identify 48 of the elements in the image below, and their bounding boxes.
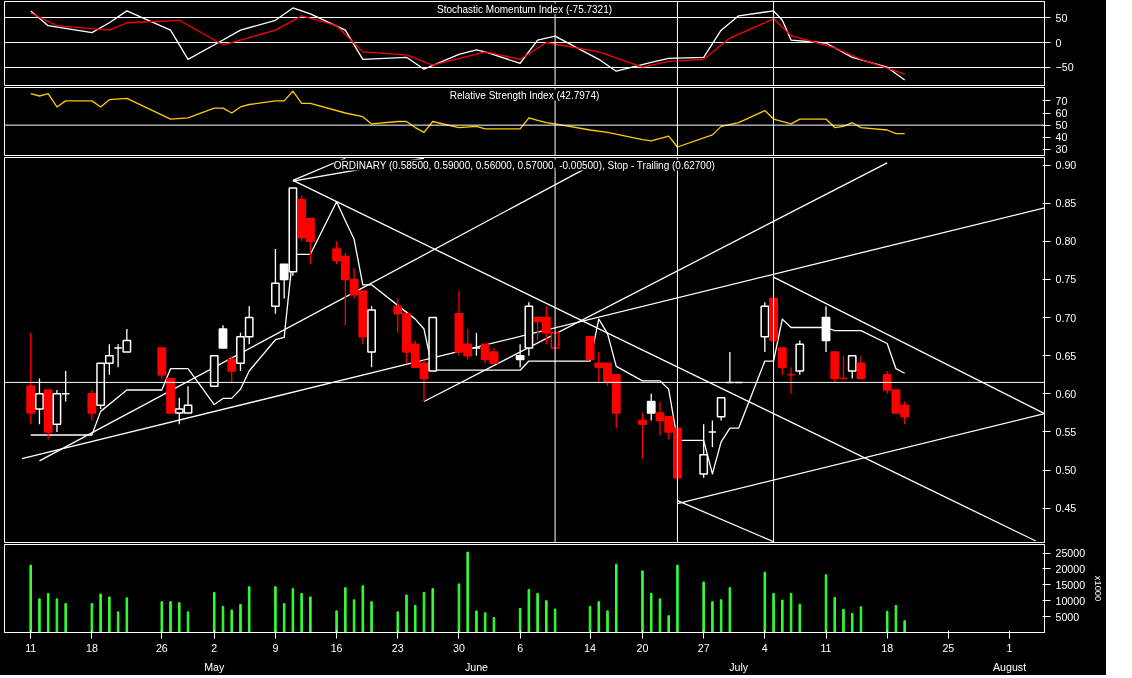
y-tick-label: −50 — [1055, 61, 1074, 74]
y-tick-label: 5000 — [1055, 610, 1080, 623]
x-tick-label: 26 — [155, 641, 168, 654]
x-tick-label: 16 — [330, 641, 343, 654]
x-tick-label: 11 — [820, 641, 832, 654]
x-tick-label: 27 — [697, 641, 710, 654]
y-tick-label: 0.60 — [1055, 387, 1077, 400]
y-tick-label: 0.65 — [1055, 349, 1077, 362]
x2-tick-label: June — [464, 660, 489, 673]
x2-tick-label: July — [729, 660, 749, 673]
y-tick-label: 0.50 — [1055, 464, 1077, 477]
x2-tick-label: August — [992, 660, 1027, 673]
x-tick-label: 18 — [881, 641, 894, 654]
chart-title: Stochastic Momentum Index (-75.7321) — [436, 3, 613, 15]
x-tick-label: 11 — [25, 641, 37, 654]
y-axis-title: x1000 — [1093, 575, 1104, 602]
x-tick-label: 20 — [636, 641, 649, 654]
x-tick-label: 18 — [85, 641, 98, 654]
x-tick-label: 1 — [1006, 641, 1013, 654]
x-tick-label: 4 — [761, 641, 768, 654]
y-tick-label: 40 — [1055, 131, 1068, 144]
y-tick-label: 50 — [1055, 119, 1068, 132]
x-tick-label: 30 — [453, 641, 465, 654]
x-tick-label: 14 — [584, 641, 597, 654]
y-tick-label: 60 — [1055, 107, 1068, 119]
x-tick-label: 23 — [391, 641, 404, 654]
y-tick-label: 50 — [1055, 11, 1068, 24]
y-tick-label: 0.90 — [1055, 159, 1077, 172]
y-tick-label: 0 — [1055, 36, 1062, 49]
x-tick-label: 2 — [211, 641, 218, 654]
y-tick-label: 70 — [1055, 94, 1068, 107]
chart-title: Relative Strength Index (42.7974) — [449, 89, 600, 101]
y-tick-label: 0.45 — [1055, 502, 1077, 515]
chart-title: ORDINARY (0.58500, 0.59000, 0.56000, 0.57000, -0.00500), Stop - Trailing (0.62700) — [333, 159, 715, 171]
x2-tick-label: May — [204, 660, 225, 673]
y-tick-label: 0.70 — [1055, 311, 1077, 324]
y-tick-label: 15000 — [1055, 578, 1086, 591]
y-tick-label: 30 — [1055, 143, 1068, 156]
y-tick-label: 0.85 — [1055, 197, 1077, 210]
y-tick-label: 0.55 — [1055, 425, 1077, 438]
x-tick-label: 6 — [517, 641, 524, 654]
y-tick-label: 25000 — [1055, 547, 1086, 560]
y-tick-label: 10000 — [1055, 594, 1086, 607]
x-tick-label: 9 — [272, 641, 279, 654]
x-tick-label: 25 — [942, 641, 955, 654]
y-tick-label: 0.80 — [1055, 235, 1077, 248]
y-tick-label: 0.75 — [1055, 273, 1077, 286]
y-tick-label: 20000 — [1055, 562, 1086, 575]
